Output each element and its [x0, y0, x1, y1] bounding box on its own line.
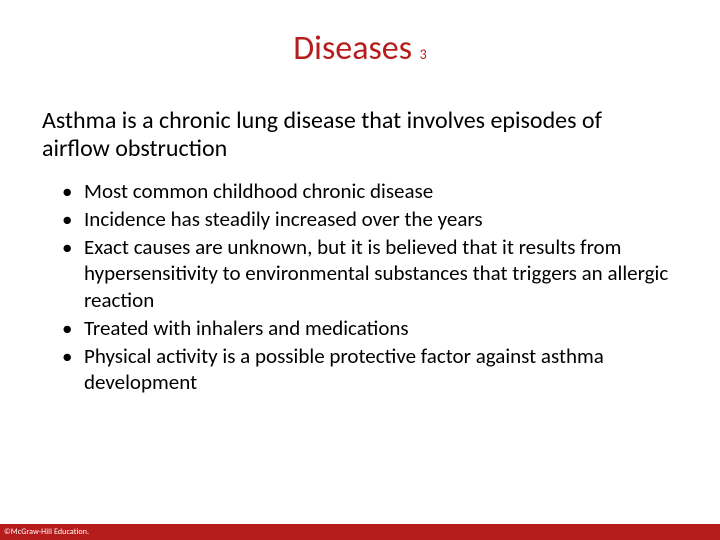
lead-paragraph: Asthma is a chronic lung disease that in… [42, 107, 674, 164]
list-item: Treated with inhalers and medications [70, 315, 674, 341]
bullet-list: Most common childhood chronic disease In… [42, 178, 674, 396]
slide-title: Diseases [293, 28, 412, 69]
list-item: Most common childhood chronic disease [70, 178, 674, 204]
list-item: Exact causes are unknown, but it is beli… [70, 234, 674, 313]
title-area: Diseases 3 [0, 0, 720, 69]
slide: Diseases 3 Asthma is a chronic lung dise… [0, 0, 720, 540]
footer-copyright: ©McGraw-Hill Education. [4, 527, 89, 537]
list-item: Physical activity is a possible protecti… [70, 343, 674, 396]
slide-title-subscript: 3 [420, 46, 427, 63]
footer-bar: ©McGraw-Hill Education. [0, 524, 720, 540]
list-item: Incidence has steadily increased over th… [70, 206, 674, 232]
slide-body: Asthma is a chronic lung disease that in… [0, 69, 720, 396]
